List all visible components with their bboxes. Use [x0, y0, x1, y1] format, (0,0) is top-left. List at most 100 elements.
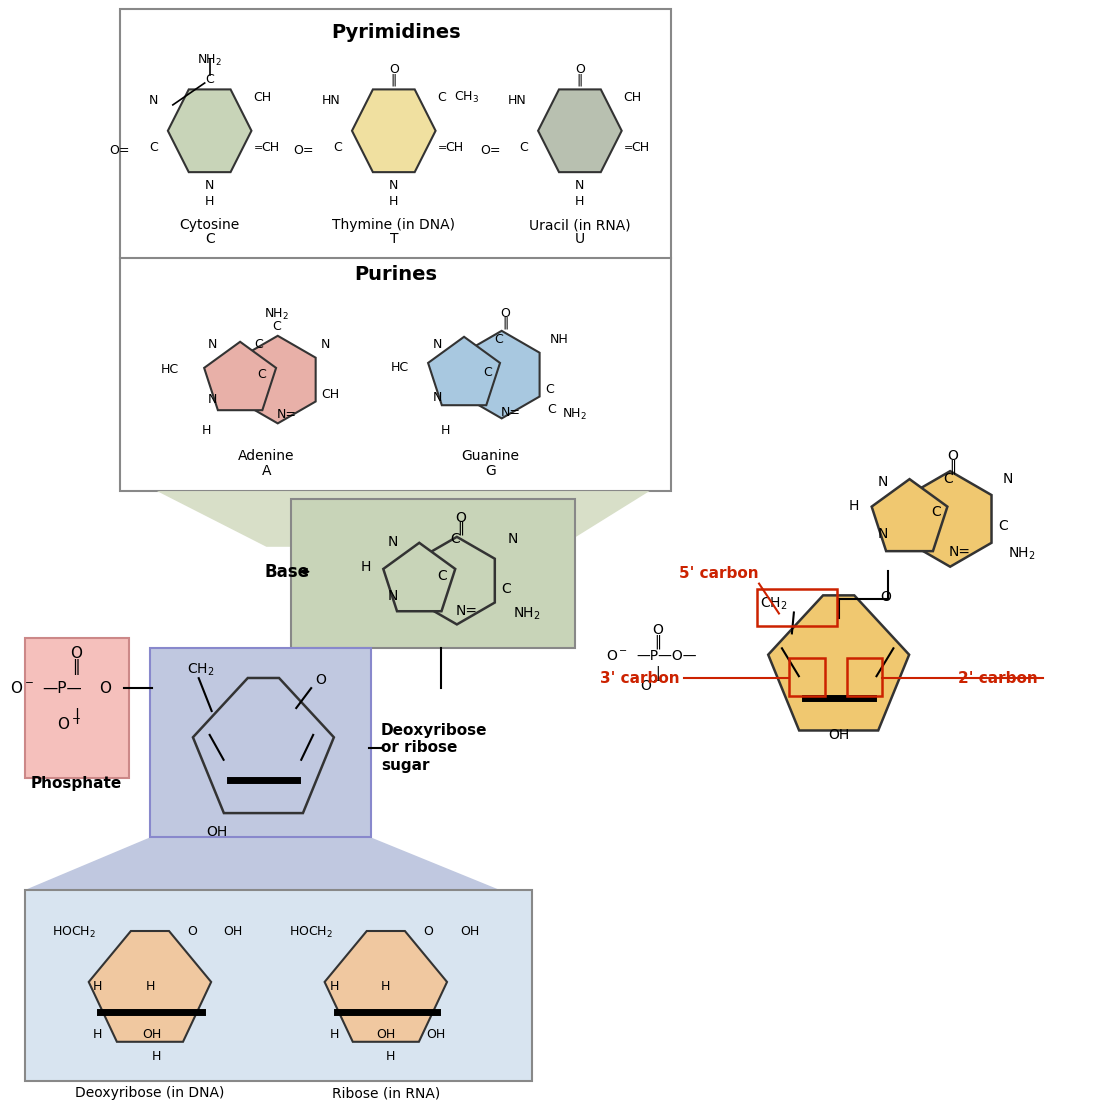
- Text: N: N: [389, 179, 398, 191]
- Polygon shape: [324, 932, 447, 1042]
- Text: =: =: [254, 143, 263, 152]
- Text: O: O: [187, 926, 197, 938]
- Text: C: C: [206, 73, 214, 86]
- Text: N: N: [207, 338, 217, 351]
- Text: O: O: [501, 307, 510, 320]
- Text: N: N: [433, 391, 443, 404]
- Text: N=: N=: [500, 406, 520, 419]
- Text: O$^-$: O$^-$: [10, 680, 35, 696]
- Text: OH: OH: [206, 825, 227, 840]
- Text: ‖: ‖: [502, 317, 509, 330]
- FancyBboxPatch shape: [120, 9, 672, 491]
- Text: N: N: [878, 527, 889, 540]
- Text: O: O: [880, 590, 891, 603]
- Text: HC: HC: [390, 361, 409, 375]
- Text: O: O: [948, 450, 958, 463]
- Text: =: =: [437, 143, 447, 152]
- Text: H: H: [440, 424, 451, 438]
- Text: C: C: [205, 232, 215, 246]
- Text: HN: HN: [321, 94, 340, 107]
- FancyBboxPatch shape: [25, 639, 129, 778]
- Text: OH: OH: [142, 1028, 162, 1041]
- Text: N: N: [149, 94, 158, 107]
- Text: CH: CH: [254, 92, 272, 105]
- Text: N=: N=: [948, 545, 970, 559]
- Polygon shape: [25, 838, 500, 891]
- Text: ‖: ‖: [654, 634, 661, 649]
- Text: ‖: ‖: [949, 460, 957, 474]
- Text: H: H: [576, 196, 585, 209]
- Text: H: H: [205, 196, 215, 209]
- Polygon shape: [168, 90, 252, 172]
- Text: |: |: [74, 708, 79, 724]
- Text: O: O: [424, 926, 434, 938]
- Text: H: H: [330, 980, 339, 993]
- Text: OH: OH: [426, 1028, 445, 1041]
- Text: NH$_2$: NH$_2$: [513, 606, 541, 622]
- Text: O: O: [70, 646, 83, 661]
- Polygon shape: [538, 90, 622, 172]
- Polygon shape: [193, 678, 334, 813]
- Text: C: C: [257, 368, 266, 381]
- Text: O: O: [652, 623, 663, 638]
- Text: C: C: [272, 319, 281, 333]
- Text: CH$_2$: CH$_2$: [187, 662, 215, 678]
- Text: O$^-$: O$^-$: [639, 680, 662, 693]
- Text: 5' carbon: 5' carbon: [680, 566, 759, 581]
- Text: HC: HC: [161, 364, 179, 376]
- Text: N: N: [878, 475, 889, 490]
- Text: —P—: —P—: [42, 681, 83, 696]
- Text: O=: O=: [294, 144, 314, 157]
- Text: NH$_2$: NH$_2$: [197, 53, 222, 69]
- Text: CH$_3$: CH$_3$: [454, 91, 479, 105]
- Text: ‖: ‖: [390, 73, 397, 86]
- Text: NH$_2$: NH$_2$: [1007, 546, 1035, 562]
- Text: OH: OH: [224, 926, 243, 938]
- Text: OH: OH: [461, 926, 480, 938]
- FancyBboxPatch shape: [292, 499, 575, 649]
- Text: CH$_2$: CH$_2$: [760, 596, 788, 612]
- Text: 2' carbon: 2' carbon: [958, 671, 1038, 686]
- Text: O=: O=: [480, 144, 500, 157]
- Text: ‖: ‖: [577, 73, 582, 86]
- Text: Cytosine: Cytosine: [180, 219, 239, 232]
- Text: ‖: ‖: [457, 520, 464, 536]
- Text: G: G: [485, 464, 495, 478]
- Polygon shape: [352, 90, 436, 172]
- Text: 3' carbon: 3' carbon: [599, 671, 680, 686]
- Text: H: H: [93, 1028, 102, 1041]
- Text: H: H: [93, 980, 102, 993]
- Text: H: H: [849, 499, 859, 513]
- Text: N: N: [321, 338, 331, 351]
- Text: O: O: [100, 681, 111, 696]
- Polygon shape: [240, 336, 315, 423]
- Text: |: |: [655, 666, 660, 681]
- Text: C: C: [546, 383, 553, 396]
- Text: Purines: Purines: [354, 265, 437, 284]
- Text: O: O: [315, 673, 326, 687]
- Text: Guanine: Guanine: [462, 450, 520, 463]
- Polygon shape: [383, 543, 455, 611]
- Text: H: H: [330, 1028, 339, 1041]
- Text: O=: O=: [110, 144, 130, 157]
- Text: C: C: [931, 505, 941, 519]
- Text: H: H: [202, 424, 211, 438]
- Text: N=: N=: [455, 604, 477, 619]
- Polygon shape: [428, 337, 500, 406]
- Text: H: H: [152, 1050, 162, 1063]
- Text: C: C: [254, 338, 263, 351]
- Text: O$^-$: O$^-$: [606, 650, 627, 663]
- Text: Ribose (in RNA): Ribose (in RNA): [332, 1086, 440, 1101]
- Text: C: C: [998, 519, 1007, 533]
- Text: Deoxyribose
or ribose
sugar: Deoxyribose or ribose sugar: [381, 723, 487, 772]
- Text: N: N: [433, 338, 443, 351]
- Text: NH: NH: [550, 334, 569, 346]
- Text: C: C: [437, 569, 447, 582]
- FancyBboxPatch shape: [25, 891, 532, 1082]
- Text: HN: HN: [508, 94, 527, 107]
- FancyBboxPatch shape: [150, 649, 371, 838]
- Text: O: O: [575, 63, 585, 76]
- Text: N=: N=: [276, 408, 296, 421]
- Text: Base: Base: [264, 562, 310, 581]
- Polygon shape: [88, 932, 211, 1042]
